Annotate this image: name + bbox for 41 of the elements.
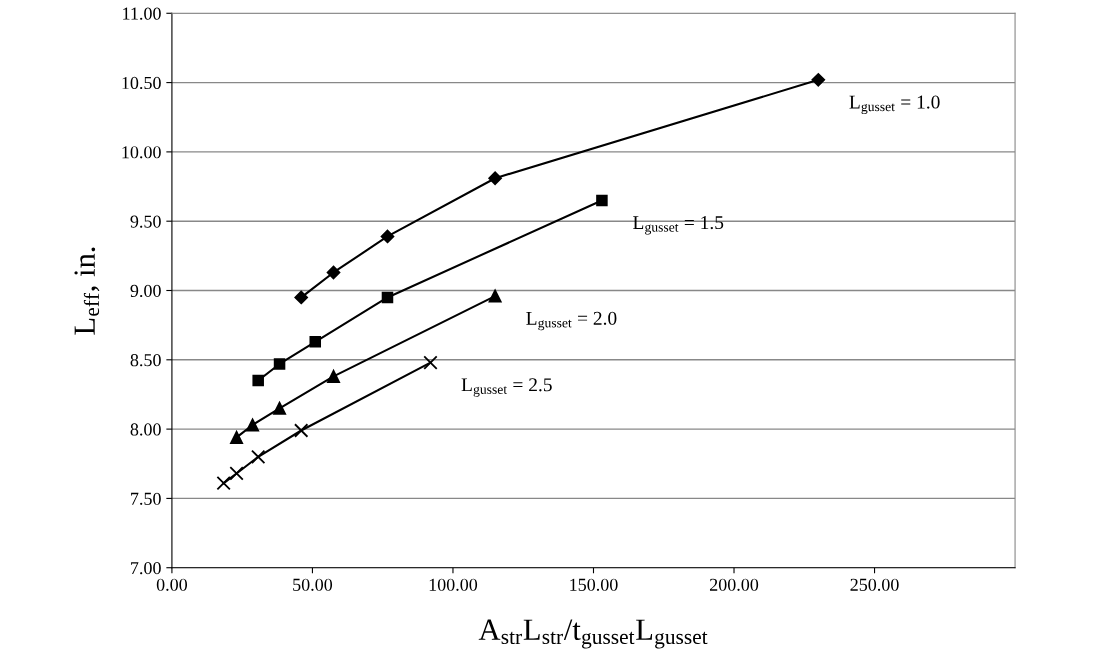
point xyxy=(230,430,244,444)
point xyxy=(251,449,266,464)
y-tick-label: 10.50 xyxy=(122,76,161,90)
x-tick-label: 0.00 xyxy=(156,578,188,591)
point xyxy=(326,265,341,280)
point xyxy=(488,289,502,303)
point xyxy=(423,355,438,370)
y-axis-title: L$_{eff}$, in. xyxy=(74,247,100,335)
point xyxy=(309,336,322,348)
y-tick-label: 10.00 xyxy=(122,146,161,159)
point xyxy=(273,358,286,370)
y-tick-label: 11.00 xyxy=(123,7,161,20)
point xyxy=(229,466,244,481)
point xyxy=(252,374,264,387)
point xyxy=(294,290,308,305)
x-tick-label: 100.00 xyxy=(429,578,478,591)
y-tick-label: 7.00 xyxy=(131,561,161,575)
series-label: L$_{gusset}$ = 2.5 xyxy=(461,378,552,397)
y-tick-label: 8.50 xyxy=(130,354,161,367)
x-tick-label: 250.00 xyxy=(850,578,899,591)
x-tick-label: 150.00 xyxy=(570,578,618,591)
point xyxy=(216,476,231,491)
y-tick-label: 9.50 xyxy=(130,215,161,228)
y-tick-label: 8.00 xyxy=(130,423,161,436)
series-label: L$_{gusset}$ = 1.0 xyxy=(849,95,940,115)
point xyxy=(811,73,826,87)
point xyxy=(246,418,260,432)
point xyxy=(596,194,608,207)
point xyxy=(327,369,340,383)
point xyxy=(488,171,502,186)
point xyxy=(380,229,395,244)
series-label: L$_{gusset}$ = 1.5 xyxy=(633,216,724,235)
point xyxy=(381,291,394,304)
x-tick-label: 50.00 xyxy=(293,578,333,591)
point xyxy=(294,423,309,438)
series-label: L$_{gusset}$ = 2.0 xyxy=(526,311,617,331)
x-axis-title: A$_{str}$L$_{str}$/t$_{gusset}$L$_{gusset}$ xyxy=(478,619,708,649)
x-tick-label: 200.00 xyxy=(709,578,759,591)
y-tick-label: 9.00 xyxy=(130,284,161,298)
point xyxy=(273,401,287,415)
y-tick-label: 7.50 xyxy=(131,492,161,505)
